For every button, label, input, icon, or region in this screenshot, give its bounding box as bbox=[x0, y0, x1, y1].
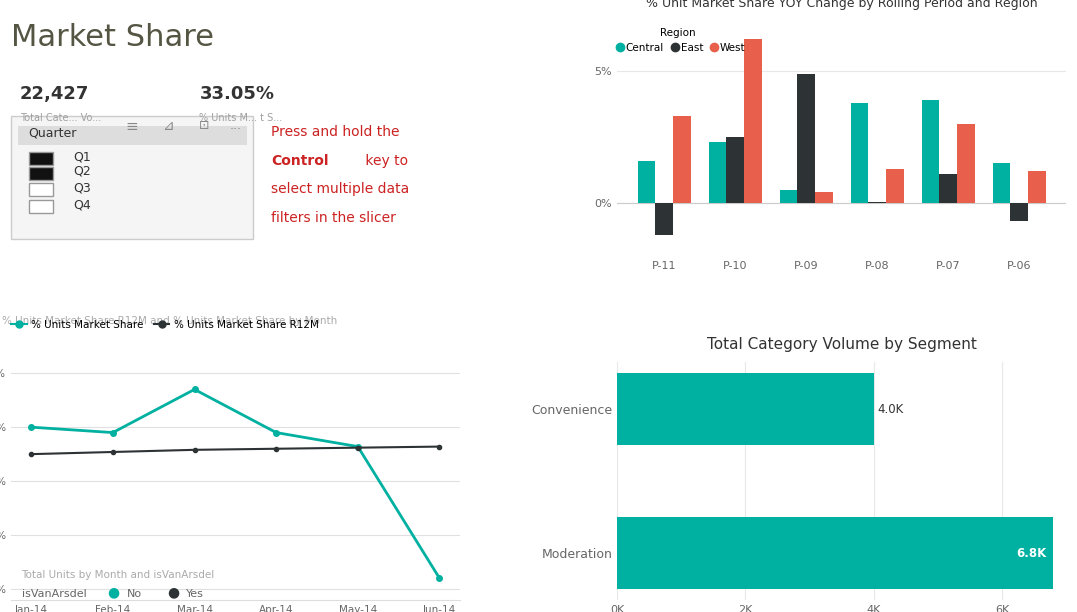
Text: Q2: Q2 bbox=[73, 165, 92, 178]
Title: Total Category Volume by Segment: Total Category Volume by Segment bbox=[707, 337, 977, 351]
Text: filters in the slicer: filters in the slicer bbox=[271, 211, 396, 225]
Bar bbox=[1029, 171, 1046, 203]
Bar bbox=[797, 73, 815, 203]
FancyBboxPatch shape bbox=[17, 126, 247, 145]
Bar bbox=[851, 103, 868, 203]
Text: Quarter: Quarter bbox=[29, 127, 78, 140]
Bar bbox=[709, 142, 726, 203]
Bar bbox=[655, 203, 673, 234]
Bar bbox=[29, 183, 54, 196]
Legend: % Units Market Share, % Units Market Share R12M: % Units Market Share, % Units Market Sha… bbox=[6, 315, 323, 334]
FancyBboxPatch shape bbox=[11, 116, 253, 239]
Text: Total Units by Month and isVanArsdel: Total Units by Month and isVanArsdel bbox=[22, 570, 214, 580]
Text: Market Share: Market Share bbox=[11, 23, 213, 52]
Text: Yes: Yes bbox=[186, 589, 205, 599]
Bar bbox=[726, 137, 744, 203]
Text: No: No bbox=[127, 589, 142, 599]
Bar bbox=[922, 100, 939, 203]
Bar bbox=[957, 124, 975, 203]
Text: Q1: Q1 bbox=[73, 151, 92, 163]
Bar bbox=[617, 517, 1053, 589]
Text: select multiple data: select multiple data bbox=[271, 182, 409, 196]
Text: ...: ... bbox=[229, 119, 241, 132]
Bar bbox=[29, 152, 54, 165]
Title: % Unit Market Share YOY Change by Rolling Period and Region: % Unit Market Share YOY Change by Rollin… bbox=[646, 0, 1037, 10]
Bar bbox=[744, 39, 761, 203]
Bar bbox=[1010, 203, 1029, 222]
Bar bbox=[886, 169, 904, 203]
Text: ≡: ≡ bbox=[126, 119, 139, 134]
Bar bbox=[868, 201, 886, 203]
Text: isVanArsdel: isVanArsdel bbox=[22, 589, 94, 599]
Text: ⊡: ⊡ bbox=[198, 119, 209, 132]
Text: 33.05%: 33.05% bbox=[199, 85, 275, 103]
Text: key to: key to bbox=[361, 154, 408, 168]
Text: Total Cate... Vo...: Total Cate... Vo... bbox=[19, 113, 101, 123]
Text: ●: ● bbox=[167, 586, 179, 600]
Text: Control: Control bbox=[271, 154, 328, 168]
Text: ●: ● bbox=[108, 586, 120, 600]
Text: % Units M... t S...: % Units M... t S... bbox=[199, 113, 282, 123]
Bar bbox=[673, 116, 690, 203]
Legend: Central, East, West: Central, East, West bbox=[613, 24, 750, 57]
Text: 22,427: 22,427 bbox=[19, 85, 89, 103]
Bar bbox=[638, 161, 655, 203]
Text: Q3: Q3 bbox=[73, 182, 92, 195]
Bar bbox=[29, 200, 54, 213]
Text: 4.0K: 4.0K bbox=[877, 403, 904, 416]
Bar bbox=[939, 174, 957, 203]
Bar bbox=[29, 166, 54, 180]
Bar bbox=[815, 192, 833, 203]
Text: Q4: Q4 bbox=[73, 198, 92, 211]
Bar bbox=[617, 373, 873, 445]
Text: 6.8K: 6.8K bbox=[1017, 547, 1047, 559]
Text: Press and hold the: Press and hold the bbox=[271, 125, 400, 139]
Bar bbox=[780, 190, 797, 203]
Bar bbox=[993, 163, 1010, 203]
Text: ⊿: ⊿ bbox=[163, 119, 173, 133]
Text: % Units Market Share R12M and % Units Market Share by Month: % Units Market Share R12M and % Units Ma… bbox=[2, 316, 337, 326]
